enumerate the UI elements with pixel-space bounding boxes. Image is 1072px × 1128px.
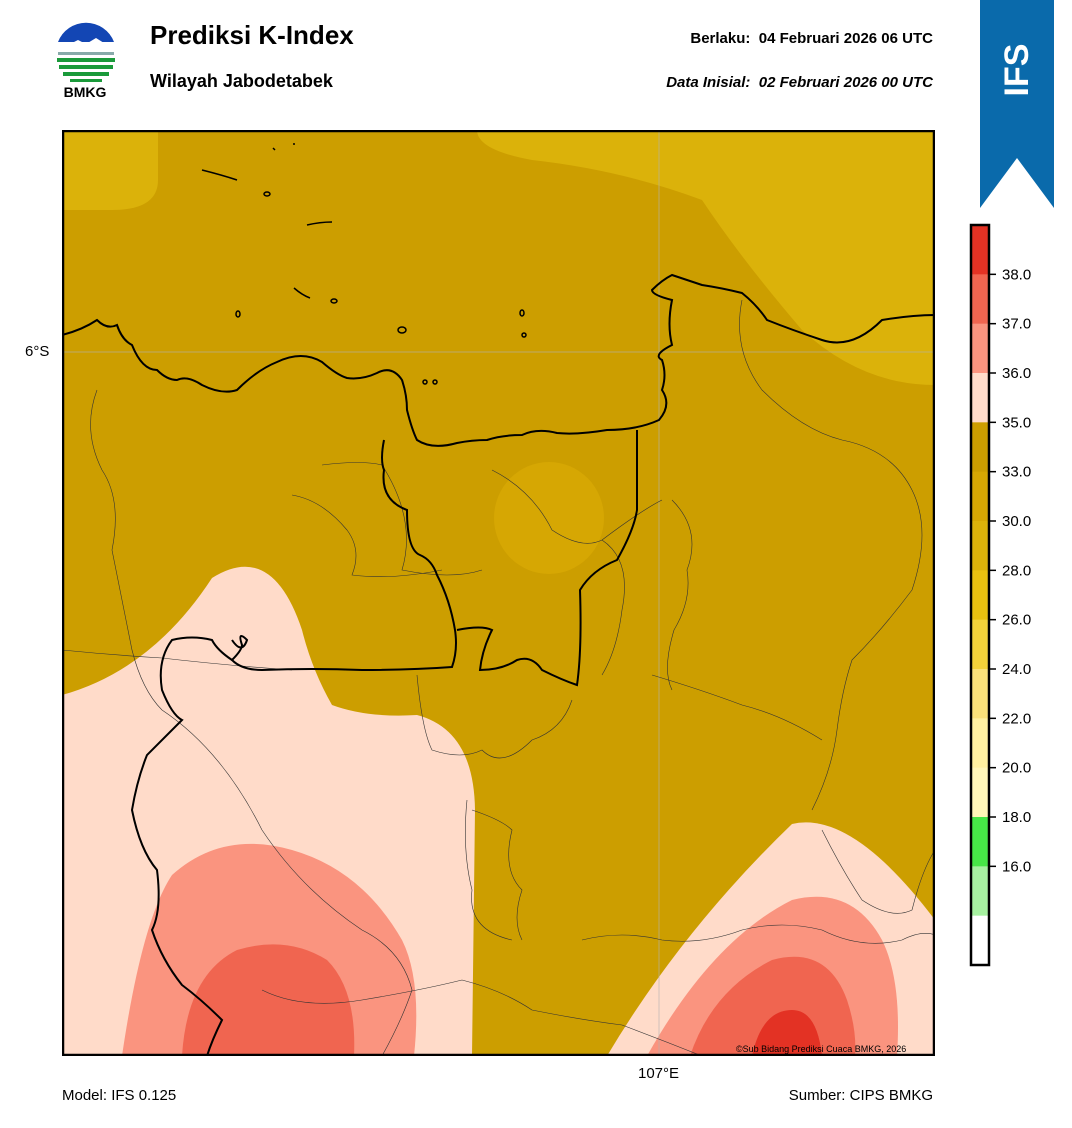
field-37-38-left	[182, 944, 355, 1056]
k-index-map	[62, 130, 935, 1056]
colorbar-band	[971, 767, 989, 818]
field-30-33-topleft	[62, 130, 158, 210]
colorbar-tick-label: 33.0	[1002, 464, 1031, 481]
page-title: Prediksi K-Index	[150, 20, 354, 50]
colorbar-tick-label: 18.0	[1002, 809, 1031, 826]
ifs-text: IFS	[998, 44, 1036, 97]
colorbar-band	[971, 570, 989, 621]
valid-time: Berlaku: 04 Februari 2026 06 UTC	[690, 30, 933, 47]
colorbar-tick-label: 30.0	[1002, 513, 1031, 530]
colorbar-bands	[971, 225, 989, 966]
bmkg-logo-icon	[56, 22, 116, 82]
colorbar-band	[971, 373, 989, 423]
colorbar-tick-label: 36.0	[1002, 365, 1031, 382]
colorbar-tick-label: 38.0	[1002, 266, 1031, 283]
lat-label: 6°S	[25, 343, 50, 360]
colorbar-band	[971, 274, 989, 325]
colorbar-tick-label: 35.0	[1002, 414, 1031, 431]
district-boundaries	[62, 299, 935, 1056]
copyright-text: ©Sub Bidang Prediksi Cuaca BMKG, 2026	[736, 1044, 907, 1054]
model-label: Model: IFS 0.125	[62, 1087, 177, 1104]
colorbar-band	[971, 915, 989, 966]
valid-time-value: 04 Februari 2026 06 UTC	[758, 30, 933, 47]
lon-label: 107°E	[638, 1065, 680, 1082]
colorbar: 38.0 37.0 36.0 35.0 33.0 30.0 28.0 26.0 24.0 22.0…	[969, 223, 1031, 967]
colorbar-band	[971, 718, 989, 769]
source-label: Sumber: CIPS BMKG	[788, 1087, 933, 1104]
colorbar-band	[971, 669, 989, 719]
initial-time: Data Inisial: 02 Februari 2026 00 UTC	[666, 74, 933, 91]
colorbar-tick-label: 22.0	[1002, 710, 1031, 727]
colorbar-band	[971, 619, 989, 670]
colorbar-band	[971, 323, 989, 374]
islands	[201, 143, 527, 385]
colorbar-band	[971, 225, 989, 275]
colorbar-band	[971, 422, 989, 473]
province-boundaries	[130, 430, 638, 1056]
colorbar-tick-label: 20.0	[1002, 760, 1031, 777]
ifs-ribbon	[980, 0, 1054, 208]
colorbar-ticks: 38.0 37.0 36.0 35.0 33.0 30.0 28.0 26.0 24.0 22.0…	[989, 266, 1031, 875]
colorbar-band	[971, 521, 989, 571]
valid-label: Berlaku:	[690, 30, 751, 47]
colorbar-band	[971, 471, 989, 522]
initial-time-value: 02 Februari 2026 00 UTC	[758, 74, 933, 91]
field-gt38	[752, 1010, 822, 1056]
colorbar-band	[971, 817, 989, 867]
colorbar-tick-label: 26.0	[1002, 612, 1031, 629]
colorbar-band	[971, 866, 989, 917]
colorbar-tick-label: 24.0	[1002, 661, 1031, 678]
initial-label: Data Inisial:	[666, 74, 751, 91]
colorbar-tick-label: 16.0	[1002, 858, 1031, 875]
ifs-ribbon-label: IFS	[980, 30, 1054, 110]
logo-text: BMKG	[63, 84, 107, 100]
colorbar-tick-label: 28.0	[1002, 562, 1031, 579]
coastline	[62, 273, 935, 447]
field-30-33-topright	[477, 130, 935, 385]
page-subtitle: Wilayah Jabodetabek	[150, 71, 333, 91]
colorbar-tick-label: 37.0	[1002, 316, 1031, 333]
field-30-33-center	[494, 462, 604, 574]
